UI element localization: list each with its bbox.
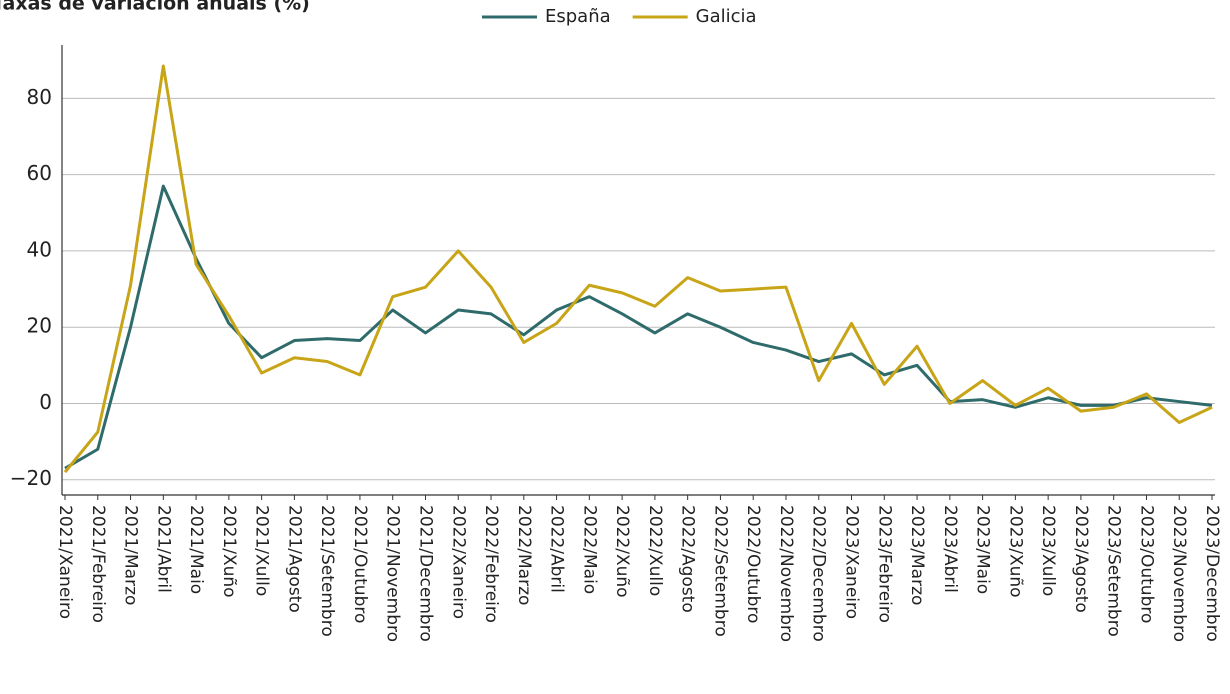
x-tick-label: 2023/Setembro (1104, 505, 1124, 637)
x-tick-label: 2021/Febreiro (88, 505, 108, 623)
x-tick-label: 2022/Novembro (776, 505, 796, 642)
x-tick-label: 2021/Maio (186, 505, 206, 594)
y-tick-label: 60 (27, 161, 52, 185)
x-tick-label: 2021/Decembro (415, 505, 435, 642)
x-tick-label: 2023/Maio (973, 505, 993, 594)
x-tick-label: 2022/Maio (579, 505, 599, 594)
x-tick-label: 2023/Febreiro (874, 505, 894, 623)
x-tick-label: 2022/Marzo (514, 505, 534, 605)
y-tick-label: 0 (39, 390, 52, 414)
x-tick-label: 2022/Febreiro (481, 505, 501, 623)
x-tick-label: 2021/Abril (153, 505, 173, 593)
x-tick-label: 2022/Xullo (645, 505, 665, 596)
legend-label: Galicia (696, 6, 757, 27)
x-tick-label: 2022/Abril (547, 505, 567, 593)
x-tick-label: 2022/Decembro (809, 505, 829, 642)
x-tick-label: 2023/Novembro (1169, 505, 1189, 642)
x-tick-label: 2023/Abril (940, 505, 960, 593)
x-tick-label: 2021/Xullo (252, 505, 272, 596)
x-tick-label: 2023/Xuño (1005, 505, 1025, 598)
x-tick-label: 2023/Xaneiro (842, 505, 862, 619)
y-tick-label: 20 (27, 314, 52, 338)
y-tick-label: 40 (27, 237, 52, 261)
series-line (63, 64, 1213, 474)
y-tick-label: 80 (27, 85, 52, 109)
x-tick-label: 2021/Setembro (317, 505, 337, 637)
x-tick-label: 2021/Novembro (383, 505, 403, 642)
x-tick-label: 2021/Marzo (121, 505, 141, 605)
x-tick-label: 2022/Xaneiro (448, 505, 468, 619)
x-tick-label: 2022/Outubro (743, 505, 763, 623)
x-tick-label: 2022/Xuño (612, 505, 632, 598)
x-tick-label: 2022/Agosto (678, 505, 698, 613)
y-tick-label: −20 (10, 466, 52, 490)
x-tick-label: 2023/Agosto (1071, 505, 1091, 613)
x-tick-label: 2021/Outubro (350, 505, 370, 623)
x-tick-label: 2023/Outubro (1136, 505, 1156, 623)
x-tick-label: 2022/Setembro (710, 505, 730, 637)
x-tick-label: 2023/Decembro (1202, 505, 1222, 642)
x-tick-label: 2023/Xullo (1038, 505, 1058, 596)
x-tick-label: 2023/Marzo (907, 505, 927, 605)
x-tick-label: 2021/Agosto (284, 505, 304, 613)
x-tick-label: 2021/Xaneiro (55, 505, 75, 619)
chart-title: Taxas de variación anuais (%) (0, 0, 310, 15)
series-line (64, 184, 1213, 470)
legend-label: España (545, 6, 611, 27)
x-tick-label: 2021/Xuño (219, 505, 239, 598)
